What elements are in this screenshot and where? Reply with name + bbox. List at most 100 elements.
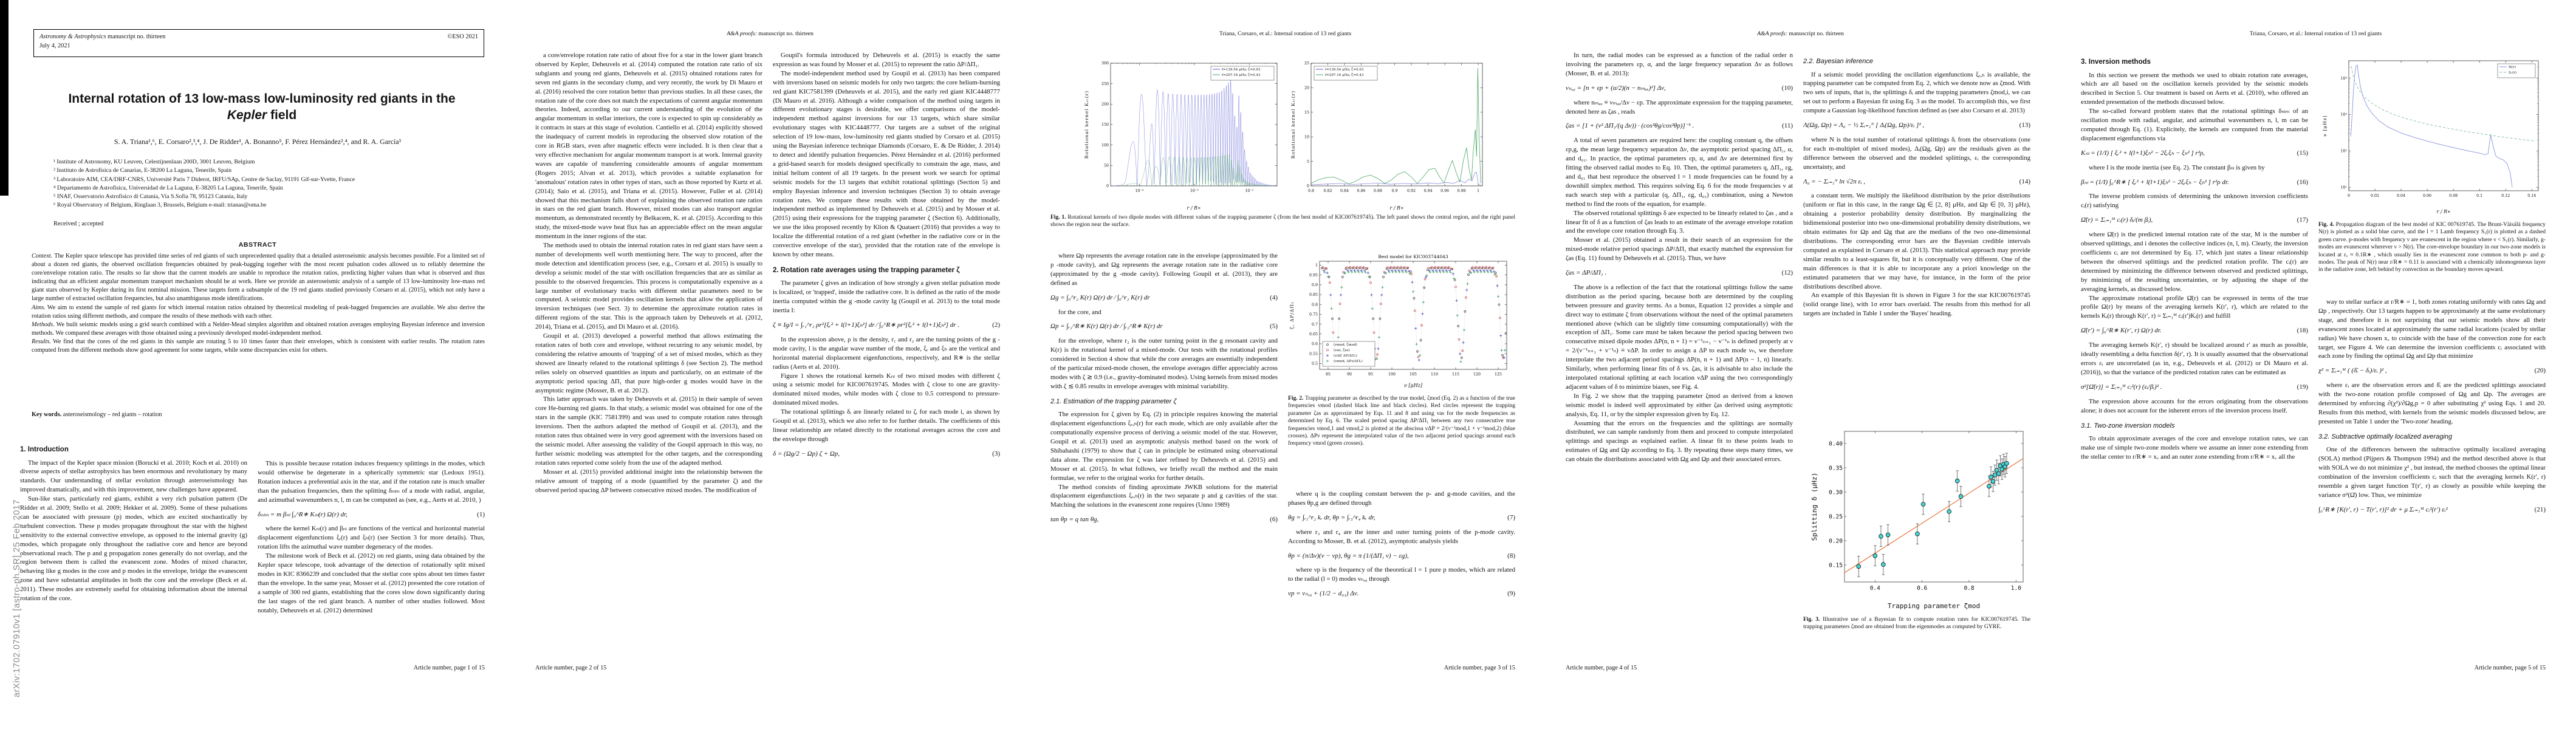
page-footer: Article number, page 2 of 15 (535, 665, 607, 671)
paragraph: Assuming that the errors on the frequenc… (1566, 419, 1793, 464)
paragraph: where q is the coupling constant between… (1288, 490, 1515, 507)
svg-text:0.75: 0.75 (1309, 313, 1318, 317)
svg-text:0.20: 0.20 (1829, 538, 1843, 544)
paragraph: where I is the mode inertia (see Eq. 2).… (2089, 163, 2265, 171)
figure-3-caption: Fig. 3. Illustrative use of a Bayesian f… (1803, 616, 2030, 631)
paragraph: The expression above accounts for the er… (2081, 397, 2308, 414)
svg-text:0.82: 0.82 (1323, 189, 1332, 193)
paragraph: ⁵ INAF, Osservatorio Astrofisico di Cata… (53, 193, 248, 200)
scan-edge-artifact (0, 0, 9, 196)
equation-8: θp = (π/Δν)(ν − νp), θg = π (1/(ΔΠ₁ ν) −… (1288, 552, 1515, 560)
paragraph: ⁴ Departamento de Astrofísica, Universid… (53, 184, 283, 191)
svg-text:(νas, ζas): (νas, ζas) (1334, 348, 1350, 352)
paragraph: where Ωp represents the average rotation… (1050, 252, 1278, 287)
svg-text:0.94: 0.94 (1424, 189, 1433, 193)
svg-text:0.9: 0.9 (1312, 283, 1318, 287)
paper-page-2: A&A proofs: manuscript no. thirteen a co… (515, 0, 1030, 729)
keywords-line: Key words. asteroseismology – red giants… (32, 411, 162, 418)
running-head: A&A proofs: manuscript no. thirteen (727, 30, 814, 37)
page1-left-column: 1. Introduction The impact of the Kepler… (20, 439, 247, 699)
abstract-aims: Aims. We aim to extend the sample of red … (32, 304, 485, 320)
paragraph: To obtain approximate averages of the co… (2081, 435, 2308, 460)
paragraph: Mosser et al. (2015) provided additional… (535, 468, 762, 494)
svg-text:15: 15 (1304, 111, 1309, 115)
svg-text:f=207.16 μHz; ζ=0.43: f=207.16 μHz; ζ=0.43 (1222, 74, 1261, 77)
svg-text:0.98: 0.98 (1458, 189, 1466, 193)
equation-19: σ²[Ω̄(r)] = Σᵢ₌₁ᴹ cᵢ²(r) (εᵢ/βᵢ)² . (19) (2081, 383, 2308, 391)
svg-text:85: 85 (1326, 372, 1331, 377)
paragraph: In turn, the radial modes can be express… (1566, 52, 1793, 77)
svg-text:f=139.54 μHz; ζ=0.93: f=139.54 μHz; ζ=0.93 (1222, 68, 1261, 72)
equation-12: ζas = ΔP/ΔΠ₁ . (12) (1566, 269, 1793, 277)
page-footer: Article number, page 3 of 15 (1444, 665, 1515, 671)
paragraph: The impact of the Kepler space mission (… (20, 459, 247, 494)
svg-text:0.88: 0.88 (1374, 189, 1382, 193)
section-2-2-heading: 2.2. Bayesian inference (1803, 58, 1873, 65)
abstract-results: Results. We find that the cores of the re… (32, 338, 485, 354)
paragraph: Sun-like stars, particularly red giants,… (20, 495, 247, 603)
manuscript-header-box: Astronomy & Astrophysics manuscript no. … (33, 29, 484, 57)
svg-text:(νmod, ΔPν/ΔΠ₁): (νmod, ΔPν/ΔΠ₁) (1334, 359, 1363, 363)
svg-text:0: 0 (1307, 184, 1309, 188)
page-footer: Article number, page 1 of 15 (413, 665, 485, 671)
paragraph: The model-independent method used by Gou… (773, 69, 1000, 258)
section-3-1-heading: 3.1. Two-zone inversion models (2081, 422, 2175, 430)
svg-text:10⁴: 10⁴ (2340, 77, 2347, 81)
paragraph: where Ω̄(r) is the predicted internal ro… (2081, 231, 2308, 293)
equation-5: Ωp = ∫ᵣ₂^R∗ K(r) Ω(r) dr ⁄ ∫ᵣ₂^R∗ K(r) d… (1050, 323, 1278, 330)
paragraph: where the kernel Kₙₗ(r) and βₙₗ are func… (258, 525, 485, 551)
equation-3: δ = (Ωg/2 − Ωp) ζ + Ωp, (3) (773, 450, 1000, 457)
svg-text:0: 0 (1106, 184, 1109, 188)
paragraph: The approximate rotational profile Ω̄(r)… (2081, 294, 2308, 320)
svg-text:5: 5 (1307, 160, 1309, 164)
paragraph: The method consists of finding aproximat… (1050, 483, 1278, 509)
paragraph: In this section we present the methods w… (2081, 71, 2308, 106)
received-accepted: Received ; accepted (53, 221, 104, 227)
svg-text:95: 95 (1368, 372, 1373, 377)
svg-text:r / R∗: r / R∗ (1187, 205, 1201, 211)
page-footer: Article number, page 5 of 15 (2474, 665, 2546, 671)
page3-left-column: where Ωp represents the average rotation… (1050, 252, 1278, 671)
figure-2-caption: Fig. 2. Trapping parameter as described … (1288, 395, 1515, 447)
svg-text:(νmod, ζmod): (νmod, ζmod) (1334, 343, 1357, 347)
svg-text:10¹: 10¹ (2340, 185, 2347, 190)
svg-text:f=207.16 μHz; ζ=0.43: f=207.16 μHz; ζ=0.43 (1325, 74, 1364, 77)
svg-text:ζ, ΔP/ΔΠ₁: ζ, ΔP/ΔΠ₁ (1289, 301, 1295, 329)
svg-text:125: 125 (1495, 372, 1502, 377)
paragraph: for the envelope, where r₂ is the outer … (1050, 337, 1278, 390)
paragraph: Figure 1 shows the rotational kernels Kₙ… (773, 372, 1000, 407)
equation-13: Λ(Ωg, Ωp) = Λ₀ − ½ Σᵢ₌₁ᴺ [ Δᵢ(Ωg, Ωp)/εᵢ… (1803, 122, 2030, 129)
svg-text:0.55: 0.55 (1309, 352, 1318, 356)
paragraph: where r₃ and r₄ are the inner and outer … (1288, 528, 1515, 545)
svg-text:S₁(r): S₁(r) (2509, 70, 2516, 75)
svg-text:f=139.54 μHz; ζ=0.93: f=139.54 μHz; ζ=0.93 (1325, 68, 1364, 72)
paper-page-5: Triana, Corsaro, et al.: Internal rotati… (2061, 0, 2576, 729)
paragraph: In the expression above, ρ is the densit… (773, 335, 1000, 371)
paragraph: One of the differences between the subtr… (2318, 446, 2546, 499)
svg-text:25: 25 (1304, 61, 1309, 66)
svg-text:1: 1 (1315, 264, 1318, 268)
figure-4-caption: Fig. 4. Propagation diagram of the best … (2318, 221, 2546, 273)
page4-left-column: In turn, the radial modes can be express… (1566, 51, 1793, 667)
svg-text:0.9: 0.9 (1392, 189, 1398, 193)
running-head: Triana, Corsaro, et al.: Internal rotati… (2249, 30, 2382, 37)
manuscript-name: Astronomy & Astrophysics manuscript no. … (39, 33, 166, 40)
page1-right-column: This is possible because rotation induce… (258, 459, 485, 699)
abstract-methods: Methods. We built seismic models using a … (32, 321, 485, 337)
svg-text:50: 50 (1104, 164, 1109, 168)
page-title: Internal rotation of 13 low-mass low-lum… (68, 92, 456, 122)
equation-4: Ωg = ∫₀^r₂ K(r) Ω(r) dr ⁄ ∫₀^r₂ K(r) dr(… (1050, 293, 1278, 301)
svg-text:0: 0 (2348, 194, 2350, 198)
svg-text:0.92: 0.92 (1407, 189, 1416, 193)
svg-text:0.65: 0.65 (1309, 332, 1318, 337)
svg-text:115: 115 (1452, 372, 1459, 377)
running-head: A&A proofs: manuscript no. thirteen (1757, 30, 1844, 37)
paragraph: where nₘₐₓ ≡ νₘₐₓ/Δν − εp. The approxima… (1566, 98, 1793, 115)
svg-text:0.02: 0.02 (2371, 194, 2379, 198)
svg-text:0.84: 0.84 (1340, 189, 1349, 193)
svg-text:0.8: 0.8 (1312, 303, 1318, 307)
svg-text:10⁻²: 10⁻² (1245, 189, 1253, 193)
paragraph: a core/envelope rotation rate ratio of a… (535, 52, 762, 241)
section-3-heading: 3. Inversion methods (2081, 58, 2151, 66)
svg-text:10³: 10³ (2340, 113, 2347, 117)
